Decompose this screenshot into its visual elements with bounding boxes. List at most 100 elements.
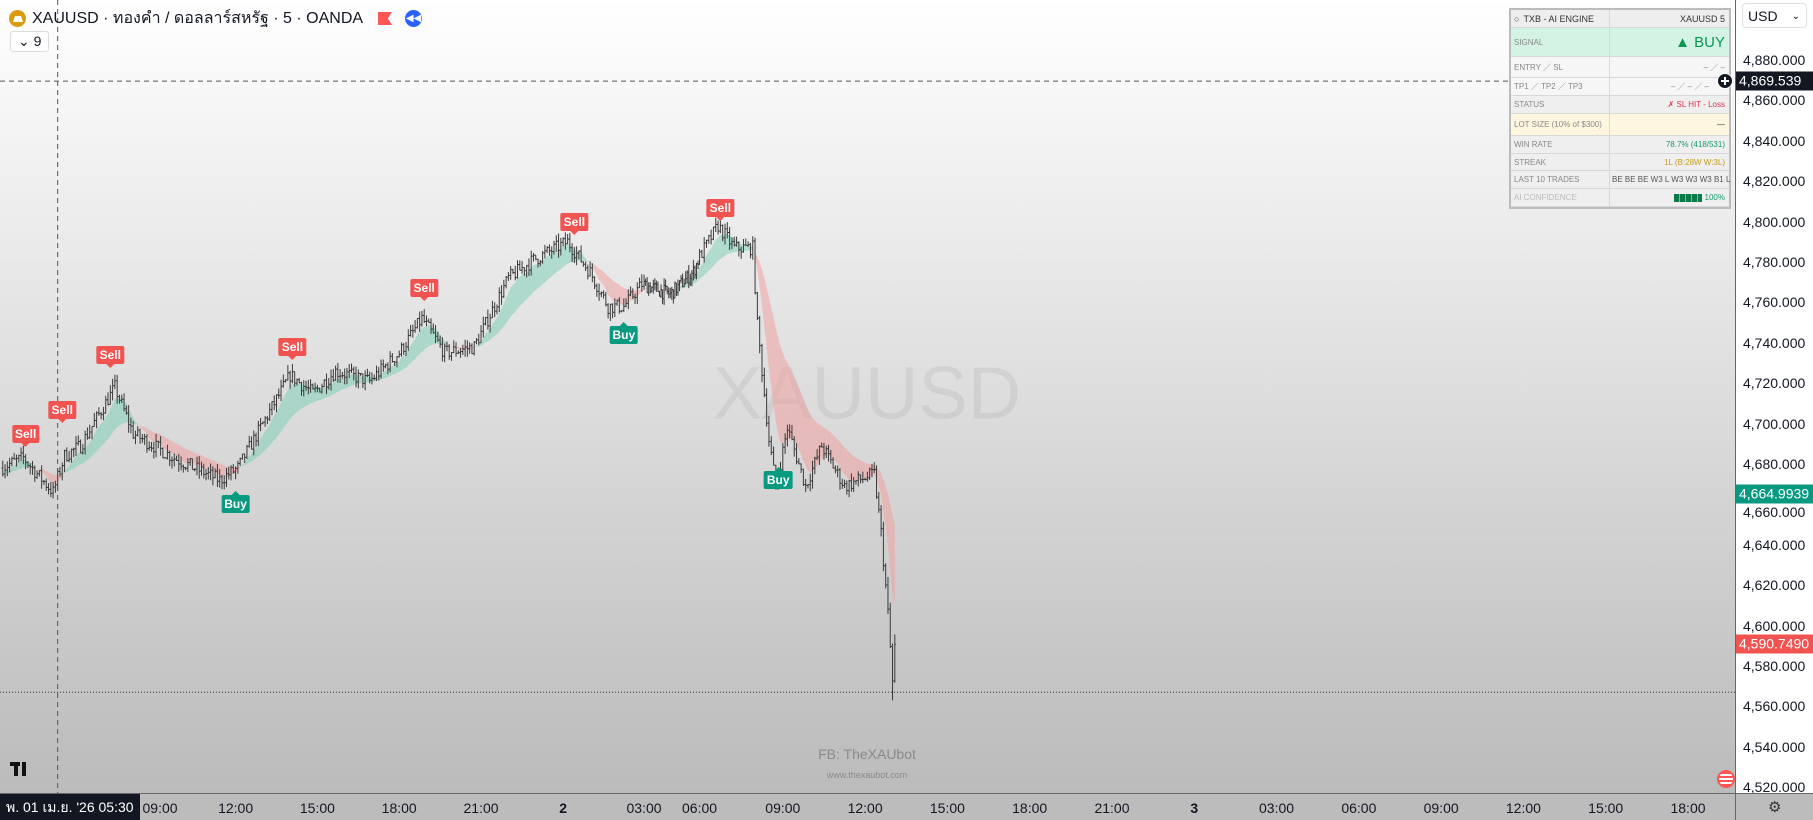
- panel-row: TP1 ／ TP2 ／ TP3 – ／ – ／ –: [1511, 78, 1729, 96]
- candle: [577, 250, 581, 260]
- cloud-segment-bullish: [381, 372, 384, 380]
- cloud-segment-bullish: [256, 442, 259, 459]
- cloud-segment-bullish: [96, 426, 99, 452]
- candle: [341, 371, 344, 379]
- currency-select[interactable]: USD ⌄: [1742, 3, 1807, 28]
- cloud-segment-bullish: [501, 303, 504, 330]
- candle: [202, 463, 205, 479]
- cloud-segment-bullish: [258, 438, 261, 457]
- tradingview-logo[interactable]: [10, 762, 36, 776]
- candle: [532, 252, 535, 262]
- candle: [655, 280, 658, 292]
- price-tick-label: 4,860.000: [1743, 92, 1806, 109]
- us-flag-event-icon[interactable]: [1717, 770, 1735, 788]
- candle: [652, 279, 655, 294]
- candle: [432, 323, 435, 334]
- panel-row: LAST 10 TRADES BE BE BE W3 L W3 W3 W3 B1 …: [1511, 171, 1730, 189]
- candle: [79, 439, 82, 454]
- panel-row-value-text: – ／ – ／ –: [1670, 82, 1709, 91]
- chart-settings-corner[interactable]: ⚙: [1735, 793, 1813, 820]
- flag-icon[interactable]: [378, 12, 393, 25]
- cloud-segment-bullish: [367, 376, 370, 383]
- candle: [193, 468, 196, 472]
- cloud-segment-bullish: [319, 387, 322, 401]
- cloud-segment-bullish: [704, 255, 707, 276]
- cloud-segment-bearish: [146, 428, 150, 438]
- cloud-segment-bearish: [623, 287, 627, 306]
- panel-title: TXB - AI ENGINE: [1523, 13, 1594, 24]
- panel-row-value-text: 100%: [1704, 193, 1725, 202]
- candle: [527, 258, 531, 276]
- cloud-segment-bearish: [55, 474, 58, 484]
- candle: [726, 222, 729, 239]
- candle: [161, 447, 165, 459]
- gear-icon[interactable]: ⚙: [1768, 799, 1782, 816]
- price-chart[interactable]: [0, 0, 1735, 793]
- cloud-segment-bearish: [839, 441, 843, 472]
- cloud-segment-bearish: [219, 463, 222, 477]
- candle: [418, 311, 421, 332]
- candle: [884, 563, 887, 589]
- indicators-toggle-button[interactable]: ⌄ 9: [10, 31, 50, 52]
- cloud-segment-bullish: [708, 248, 712, 271]
- candle: [702, 237, 706, 263]
- time-tick-label: 12:00: [1505, 800, 1541, 816]
- cloud-segment-bullish: [444, 340, 447, 345]
- cloud-segment-bearish: [210, 459, 213, 472]
- candle: [148, 441, 151, 451]
- cloud-segment-bearish: [759, 262, 763, 307]
- cloud-segment-bearish: [862, 461, 866, 480]
- cloud-segment-bearish: [469, 347, 472, 350]
- symbol-header[interactable]: XAUUSD · ทองคำ / ดอลลาร์สหรัฐ · 5 · OAND…: [9, 6, 423, 31]
- cloud-segment-bearish: [867, 463, 870, 480]
- cloud-segment-bullish: [517, 276, 520, 309]
- candle: [815, 449, 819, 461]
- time-axis[interactable]: 09:00 12:00 15:00 18:00 21:00 2 03:00 06:00 09:0…: [0, 793, 1735, 820]
- candle: [604, 291, 608, 307]
- cloud-segment-bullish: [745, 244, 749, 251]
- candle: [115, 374, 119, 404]
- panel-row-value: BE BE BE W3 L W3 W3 W3 B1 L: [1610, 171, 1734, 188]
- cloud-segment-bullish: [490, 323, 493, 340]
- panel-row-value-text: ▲ BUY: [1675, 33, 1725, 51]
- cloud-segment-bearish: [48, 472, 51, 483]
- price-axis[interactable]: 4,880.000 4,860.000 4,840.000 4,820.000 4,80…: [1735, 0, 1813, 795]
- candle: [35, 470, 39, 479]
- panel-rows: SIGNAL ▲ BUY ENTRY ／ SL – ／ – TP1 ／ TP2 ／ TP…: [1511, 28, 1730, 207]
- cloud-segment-bullish: [369, 377, 372, 383]
- cloud-segment-bullish: [729, 236, 732, 254]
- cloud-segment-bullish: [481, 338, 484, 346]
- candle: [352, 366, 355, 381]
- candle: [847, 479, 851, 498]
- candle: [241, 453, 244, 460]
- cloud-segment-bullish: [433, 327, 436, 345]
- candle: [629, 286, 632, 297]
- rewind-icon[interactable]: ◀◀: [405, 10, 423, 27]
- cloud-segment-bearish: [176, 443, 179, 459]
- candle: [493, 302, 496, 318]
- cloud-segment-bullish: [410, 342, 413, 364]
- add-crosshair-icon[interactable]: [1717, 73, 1733, 90]
- cloud-segment-bullish: [526, 271, 529, 300]
- candle: [753, 237, 757, 295]
- cloud-segment-bearish: [37, 468, 40, 469]
- candle: [361, 373, 365, 389]
- cloud-segment-bullish: [75, 452, 79, 467]
- candle: [15, 454, 18, 467]
- candle: [831, 457, 835, 469]
- candle: [177, 453, 180, 472]
- symbol-title[interactable]: XAUUSD · ทองคำ / ดอลลาร์สหรัฐ · 5 · OAND…: [32, 10, 364, 27]
- cloud-segment-bearish: [855, 457, 859, 481]
- candle: [822, 442, 826, 460]
- candle: [207, 467, 210, 480]
- chart-plot-area[interactable]: XAUUSD Sell Sell Sell Buy Sell Sell Sell Buy Sel…: [0, 0, 1735, 793]
- cloud-segment-bearish: [460, 347, 463, 350]
- candle: [457, 350, 460, 354]
- panel-row: STREAK 1L (B:28W W:3L): [1511, 154, 1729, 171]
- candle: [243, 453, 246, 463]
- cloud-segment-bearish: [835, 437, 838, 464]
- candle: [678, 279, 681, 292]
- panel-header: ○ TXB - AI ENGINE XAUUSD 5: [1511, 10, 1729, 28]
- candle: [323, 379, 326, 387]
- cloud-segment-bullish: [269, 419, 272, 446]
